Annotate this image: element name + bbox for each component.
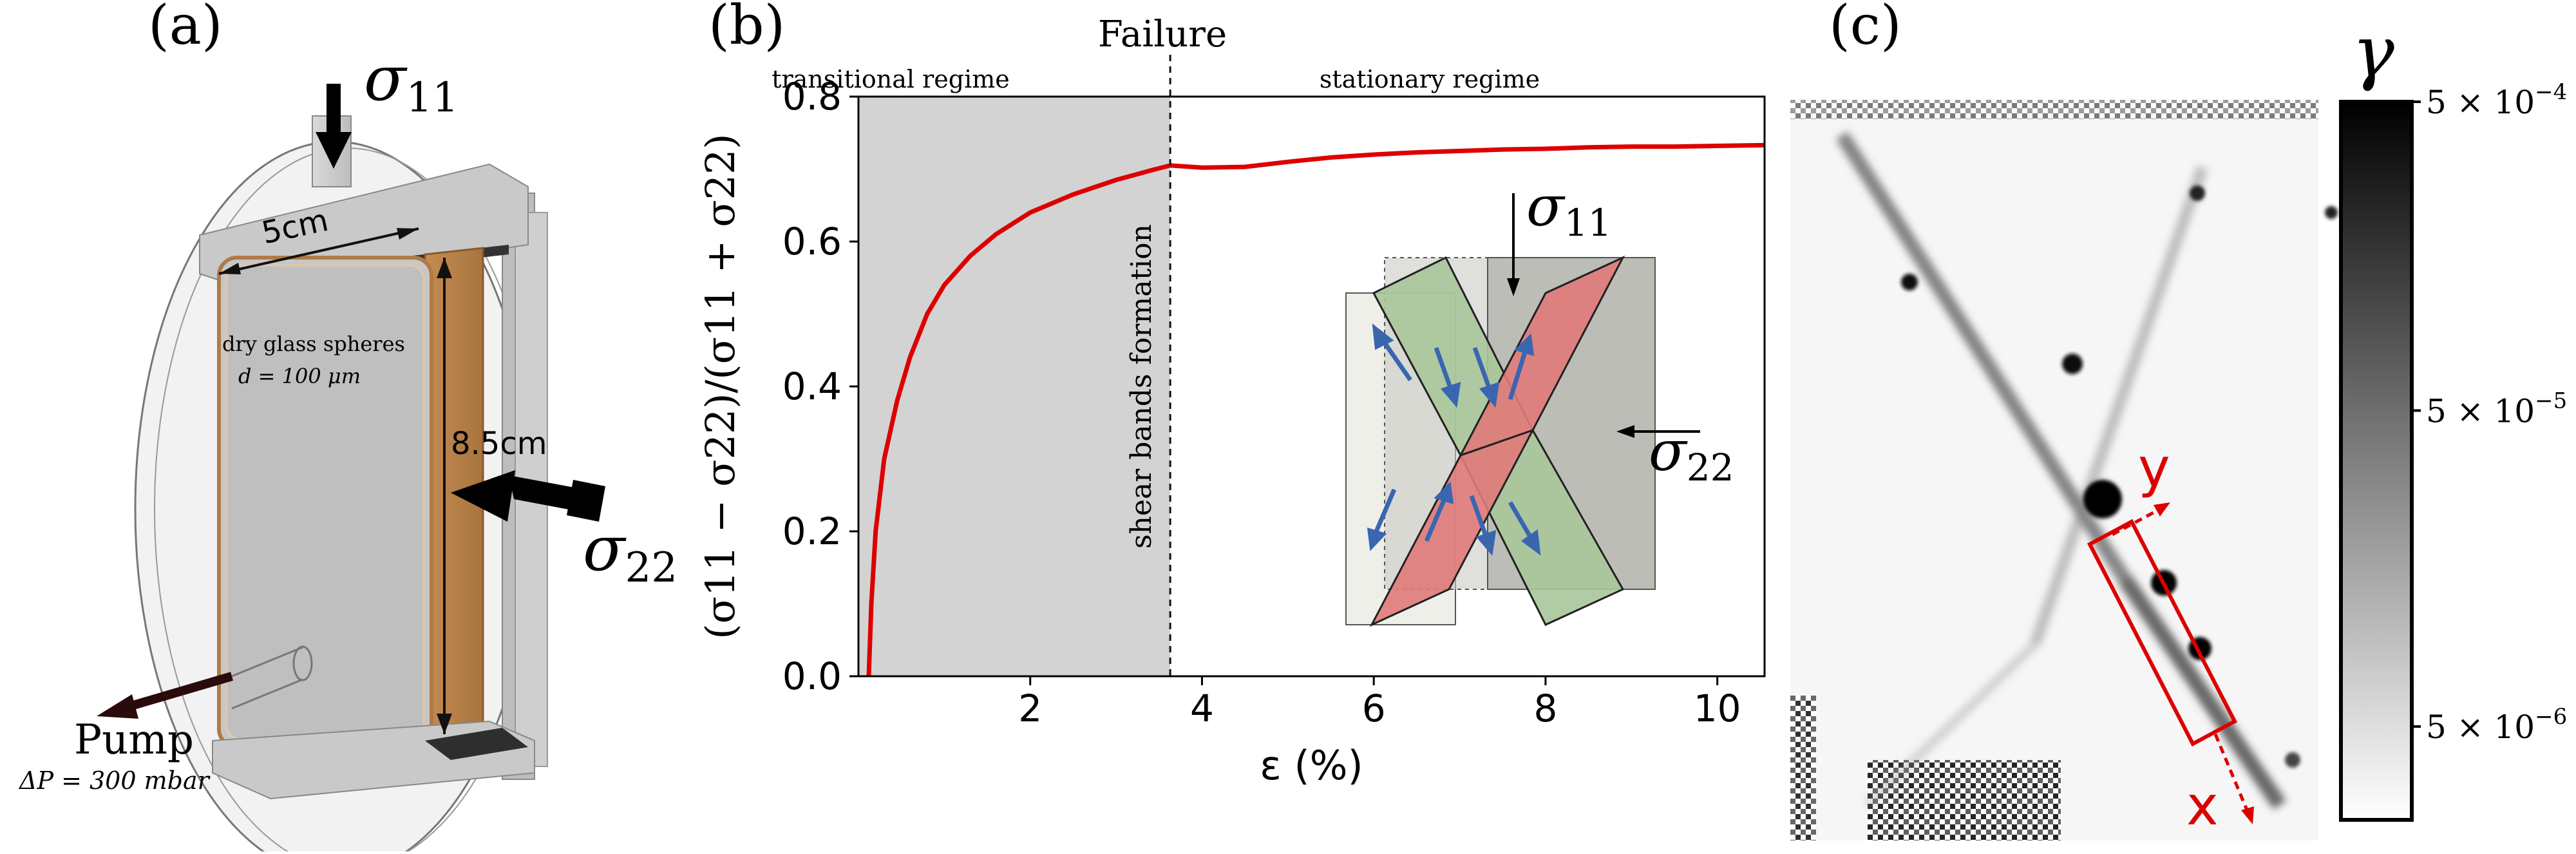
y-tick-label-4: 0.8: [782, 75, 842, 119]
axis-ticks: 2 4 6 8 10 0.0 0.2 0.4 0.6 0.8: [782, 75, 1741, 730]
left-edge-noise: [1790, 696, 1816, 840]
pump-tube: [231, 646, 303, 710]
y-tick-label-0: 0.0: [782, 654, 842, 698]
colorbar-title: γ: [2352, 10, 2394, 93]
inset-sigma11-label: σ11: [1526, 175, 1612, 245]
pump-label: Pump: [74, 716, 194, 764]
x-tick-label-1: 4: [1190, 687, 1214, 730]
y-axis-label: (σ11 − σ22)/(σ11 + σ22): [697, 133, 744, 639]
colorbar-ticks: 5 × 10−4 5 × 10−5 5 × 10−6: [2412, 79, 2567, 746]
panel-c-label: (c): [1829, 0, 1902, 57]
regime-left-label: transitional regime: [772, 65, 1010, 93]
y-tick-label-3: 0.6: [782, 220, 842, 263]
x-tick-label-4: 10: [1694, 687, 1741, 730]
pump-arrow: [97, 672, 233, 719]
shear-bands: [1835, 131, 2286, 810]
stress-ratio-chart: (b) Failure transitional regime stationa…: [697, 0, 1766, 789]
panel-a-label: (a): [148, 0, 223, 57]
y-tick-label-1: 0.2: [782, 509, 842, 553]
sigma22-arrow: [451, 470, 605, 522]
regime-right-label: stationary regime: [1320, 65, 1540, 93]
panel-c-strain-map: (c) y x γ 5 × 10−4 5 × 10−5 5 × 10−6: [1765, 0, 2576, 851]
plot-frame: [857, 95, 1766, 678]
panel-b-label: (b): [708, 0, 785, 57]
pressure-label: ΔP = 300 mbar: [18, 766, 211, 795]
failure-label: Failure: [1098, 14, 1227, 55]
material-line1: dry glass spheres: [222, 332, 405, 356]
sigma11-arrow: [316, 84, 352, 169]
colorbar-tick-label-1: 5 × 10−5: [2426, 388, 2567, 430]
shear-band-inset: σ11 σ22: [1345, 175, 1734, 627]
panel-a-apparatus: (a) 5cm 8.5cm dry glass spheres d = 100 …: [0, 0, 696, 854]
x-tick-label-3: 8: [1533, 687, 1557, 730]
panel-b-chart: (b) Failure transitional regime stationa…: [696, 0, 1790, 851]
x-tick-label-0: 2: [1018, 687, 1042, 730]
inset-slip-arrows: [1367, 323, 1541, 556]
apparatus-drawing: (a) 5cm 8.5cm dry glass spheres d = 100 …: [18, 0, 677, 854]
local-y-axis-label: y: [2138, 436, 2170, 499]
x-axis-label: ε (%): [1260, 742, 1363, 789]
colorbar-tick-label-2: 5 × 10−6: [2426, 704, 2567, 746]
shear-bands-note: shear bands formation: [1125, 224, 1158, 549]
sigma22-label: σ22: [583, 513, 677, 592]
local-y-axis-arrow: [2111, 502, 2170, 536]
strain-hotspots: [1901, 185, 2338, 768]
material-line2: d = 100 μm: [238, 364, 361, 388]
highlight-box: [2087, 518, 2238, 747]
x-tick-label-2: 6: [1362, 687, 1386, 730]
local-x-axis-label: x: [2186, 774, 2219, 837]
sigma11-label: σ11: [364, 43, 459, 122]
colorbar-tick-label-0: 5 × 10−4: [2426, 79, 2567, 121]
colorbar: [2339, 100, 2414, 822]
height-label: 8.5cm: [451, 426, 547, 462]
height-dimension-arrow: [437, 258, 452, 734]
inset-band-red-2: [1369, 428, 1535, 627]
width-dimension-arrow: [218, 227, 419, 275]
inset-sigma22-label: σ22: [1649, 419, 1734, 489]
local-x-axis-arrow: [2213, 734, 2254, 824]
strain-map-drawing: (c) y x γ 5 × 10−4 5 × 10−5 5 × 10−6: [1790, 0, 2567, 840]
bottom-piston-edge: [425, 728, 528, 760]
top-edge-noise: [1790, 100, 2318, 119]
y-tick-label-2: 0.4: [782, 365, 842, 408]
transitional-regime-shade: [858, 97, 1171, 676]
